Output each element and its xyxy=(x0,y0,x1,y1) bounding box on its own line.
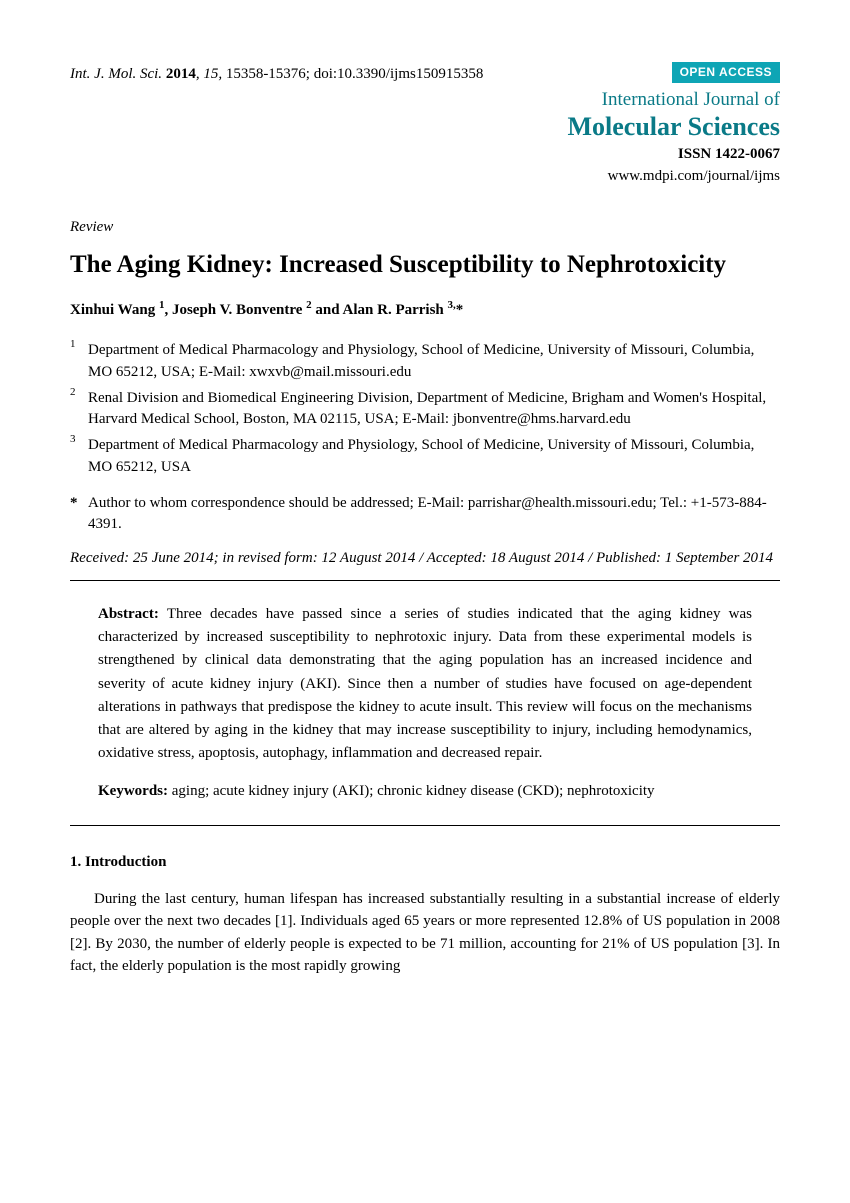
journal-name-line1: International Journal of xyxy=(567,86,780,114)
keywords-label: Keywords: xyxy=(98,783,168,799)
abstract: Abstract: Three decades have passed sinc… xyxy=(98,603,752,766)
authors: Xinhui Wang 1, Joseph V. Bonventre 2 and… xyxy=(70,298,780,322)
keywords: Keywords: aging; acute kidney injury (AK… xyxy=(98,780,752,803)
abstract-text: Three decades have passed since a series… xyxy=(98,606,752,762)
article-dates: Received: 25 June 2014; in revised form:… xyxy=(70,548,780,570)
journal-url: www.mdpi.com/journal/ijms xyxy=(567,166,780,188)
article-title: The Aging Kidney: Increased Susceptibili… xyxy=(70,249,780,280)
citation-volume: 15 xyxy=(203,66,218,82)
article-type: Review xyxy=(70,217,780,239)
header: Int. J. Mol. Sci. 2014, 15, 15358-15376;… xyxy=(70,62,780,187)
journal-info: OPEN ACCESS International Journal of Mol… xyxy=(567,62,780,187)
abstract-block: Abstract: Three decades have passed sinc… xyxy=(70,591,780,815)
citation-pages: 15358-15376; doi:10.3390/ijms150915358 xyxy=(226,66,484,82)
abstract-label: Abstract: xyxy=(98,606,159,622)
citation: Int. J. Mol. Sci. 2014, 15, 15358-15376;… xyxy=(70,62,483,86)
keywords-text: aging; acute kidney injury (AKI); chroni… xyxy=(172,783,655,799)
affiliations: 1 Department of Medical Pharmacology and… xyxy=(70,340,780,479)
open-access-badge: OPEN ACCESS xyxy=(672,62,780,83)
affiliation: 2 Renal Division and Biomedical Engineer… xyxy=(70,388,780,432)
issn: ISSN 1422-0067 xyxy=(567,144,780,166)
affiliation-number: 2 xyxy=(70,385,88,429)
divider xyxy=(70,580,780,581)
affiliation: 1 Department of Medical Pharmacology and… xyxy=(70,340,780,384)
affiliation-text: Department of Medical Pharmacology and P… xyxy=(88,435,780,479)
correspondence-marker: * xyxy=(70,493,88,537)
affiliation: 3 Department of Medical Pharmacology and… xyxy=(70,435,780,479)
correspondence: * Author to whom correspondence should b… xyxy=(70,493,780,537)
citation-year: 2014 xyxy=(166,66,196,82)
affiliation-number: 1 xyxy=(70,337,88,381)
correspondence-text: Author to whom correspondence should be … xyxy=(88,493,780,537)
section-heading: 1. Introduction xyxy=(70,852,780,874)
affiliation-text: Department of Medical Pharmacology and P… xyxy=(88,340,780,384)
affiliation-number: 3 xyxy=(70,432,88,476)
divider xyxy=(70,825,780,826)
body-paragraph: During the last century, human lifespan … xyxy=(70,888,780,978)
citation-journal: Int. J. Mol. Sci. xyxy=(70,66,162,82)
journal-name-line2: Molecular Sciences xyxy=(567,113,780,142)
affiliation-text: Renal Division and Biomedical Engineerin… xyxy=(88,388,780,432)
